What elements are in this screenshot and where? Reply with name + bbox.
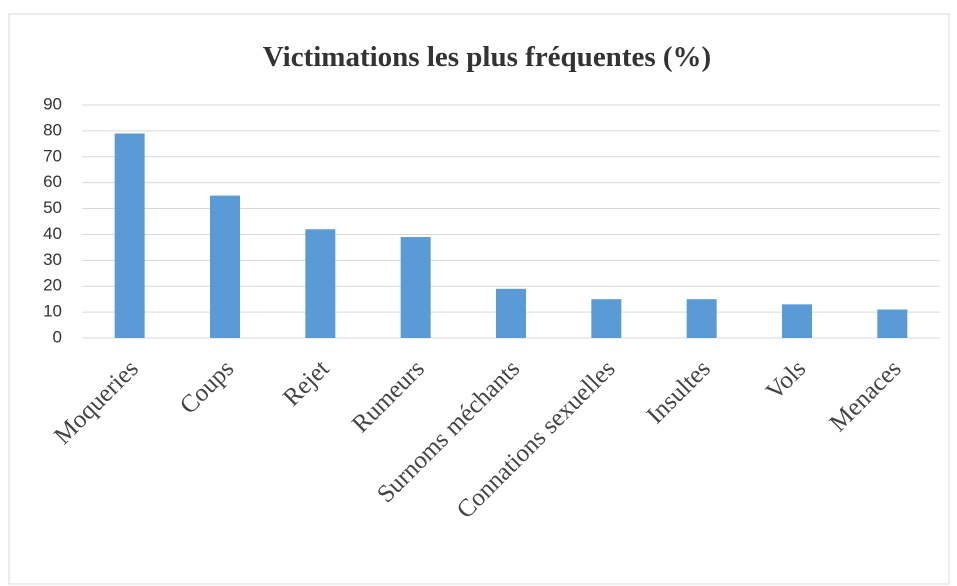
bar — [877, 309, 908, 338]
y-tick-label: 80 — [43, 120, 62, 139]
chart-title: Victimations les plus fréquentes (%) — [263, 41, 711, 73]
bar — [686, 299, 717, 338]
y-tick-label: 40 — [43, 224, 62, 243]
y-tick-label: 70 — [43, 146, 62, 165]
y-tick-label: 90 — [43, 94, 62, 113]
y-tick-label: 10 — [43, 302, 62, 321]
bar — [305, 229, 336, 338]
y-tick-label: 60 — [43, 172, 62, 191]
bar — [591, 299, 622, 338]
y-tick-label: 50 — [43, 198, 62, 217]
y-tick-label: 30 — [43, 250, 62, 269]
bar — [496, 288, 526, 338]
bar — [114, 133, 145, 338]
chart-border — [8, 13, 950, 585]
bar — [210, 195, 240, 338]
bar — [400, 237, 431, 338]
y-tick-label: 0 — [53, 327, 62, 346]
bar — [782, 304, 812, 338]
y-tick-label: 20 — [43, 276, 62, 295]
